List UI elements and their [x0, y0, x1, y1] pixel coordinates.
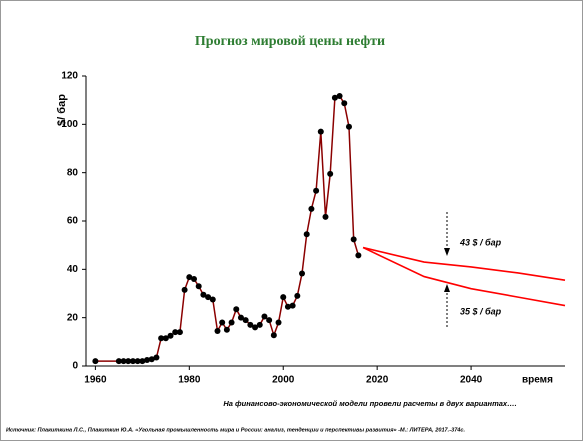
marker: [134, 358, 141, 365]
marker: [341, 100, 348, 107]
forecast-line: [362, 246, 566, 307]
marker: [289, 302, 296, 309]
marker: [308, 205, 315, 212]
marker: [237, 314, 244, 321]
marker: [139, 358, 146, 365]
x-tick-label: 2020: [366, 375, 389, 386]
marker: [176, 329, 183, 336]
marker: [313, 187, 320, 194]
forecast-line: [362, 246, 566, 281]
marker: [172, 329, 179, 336]
marker: [181, 286, 188, 293]
marker: [294, 292, 301, 299]
x-tick-label: 1960: [84, 375, 107, 386]
marker: [284, 303, 291, 310]
y-tick-label: 0: [72, 361, 78, 372]
arrow-head: [444, 248, 450, 256]
marker: [275, 319, 282, 326]
y-tick-label: 20: [67, 312, 79, 323]
marker: [261, 313, 268, 320]
x-tick-label: 1980: [178, 375, 201, 386]
x-tick-label: 2040: [460, 375, 483, 386]
marker: [256, 321, 263, 328]
marker: [219, 319, 226, 326]
source: Источник: Плакиткина Л.С., Плакиткин Ю.А…: [6, 427, 466, 433]
y-tick-label: 120: [61, 71, 78, 82]
y-axis-label: $/ бар: [56, 94, 68, 126]
marker: [125, 358, 132, 365]
arrow-head: [444, 284, 450, 292]
marker: [350, 236, 357, 243]
marker: [115, 358, 122, 365]
marker: [167, 332, 174, 339]
marker: [148, 356, 155, 363]
y-tick-label: 40: [67, 264, 79, 275]
marker: [209, 296, 216, 303]
marker: [228, 319, 235, 326]
marker: [327, 170, 334, 177]
marker: [345, 123, 352, 130]
annotation: 35 $ / бар: [460, 306, 502, 316]
marker: [205, 294, 212, 301]
marker: [266, 317, 273, 324]
annotation: На финансово-экономической модели провел…: [223, 399, 516, 408]
marker: [252, 324, 259, 331]
marker: [214, 327, 221, 334]
marker: [191, 276, 198, 282]
marker: [270, 332, 277, 339]
chart-title: Прогноз мировой цены нефти: [195, 34, 385, 49]
marker: [317, 128, 324, 135]
marker: [336, 93, 343, 100]
marker: [233, 306, 240, 313]
marker: [331, 94, 338, 101]
marker: [120, 358, 127, 365]
annotation: 43 $ / бар: [459, 237, 502, 247]
marker: [158, 335, 165, 342]
marker: [186, 274, 193, 281]
marker: [195, 283, 202, 290]
y-tick-label: 80: [67, 167, 79, 178]
marker: [92, 358, 99, 365]
marker: [299, 270, 306, 277]
marker: [355, 252, 362, 259]
y-tick-label: 100: [61, 119, 78, 130]
marker: [247, 321, 254, 328]
marker: [153, 354, 160, 361]
marker: [144, 356, 151, 363]
x-axis-label: время: [522, 375, 553, 386]
x-tick-label: 2000: [272, 375, 295, 386]
marker: [162, 335, 169, 342]
y-tick-label: 60: [67, 216, 79, 227]
marker: [129, 358, 136, 365]
marker: [280, 294, 287, 301]
marker: [322, 213, 329, 220]
marker: [223, 326, 230, 333]
marker: [200, 291, 207, 298]
marker: [303, 231, 310, 238]
marker: [242, 317, 249, 324]
